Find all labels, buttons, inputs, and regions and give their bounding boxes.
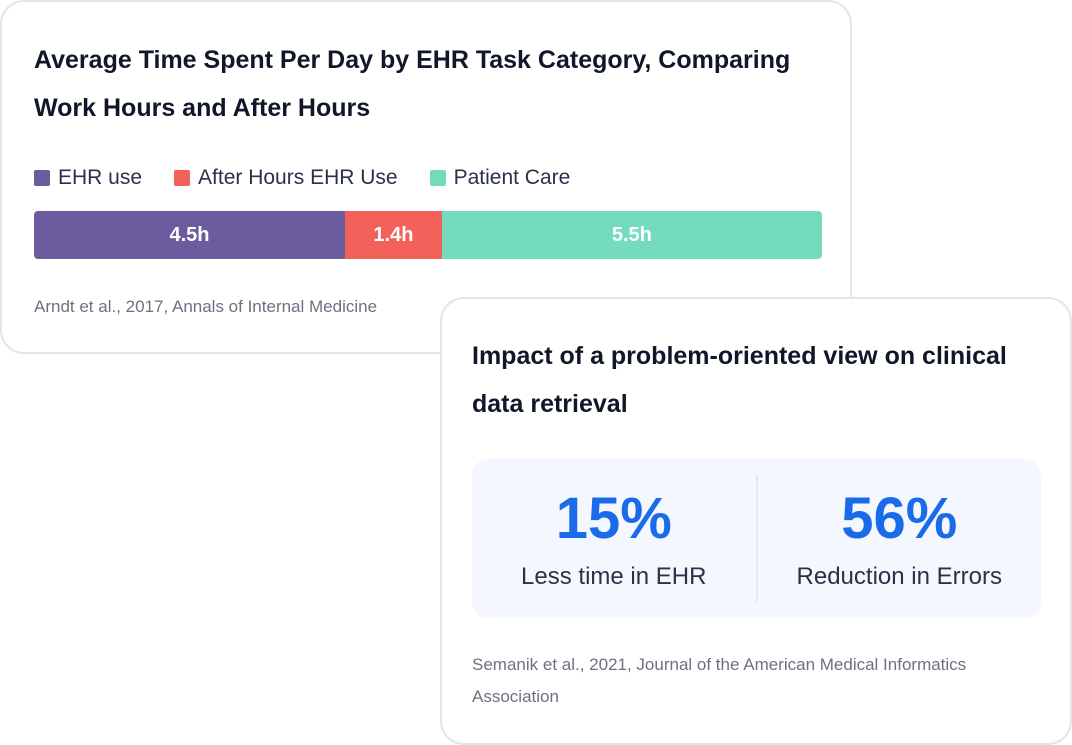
legend-swatch	[174, 170, 191, 186]
data-label: 1.4h	[373, 223, 414, 246]
stat-label: Less time in EHR	[521, 562, 707, 590]
impact-card: Impact of a problem-oriented view on cli…	[440, 297, 1072, 745]
ehr-time-card: Average Time Spent Per Day by EHR Task C…	[0, 0, 852, 354]
chart-legend: EHR use After Hours EHR Use Patient Care	[34, 166, 570, 190]
legend-item: Patient Care	[429, 166, 571, 190]
chart-source: Arndt et al., 2017, Annals of Internal M…	[34, 297, 378, 316]
legend-label: After Hours EHR Use	[198, 166, 398, 189]
data-label: 5.5h	[611, 223, 652, 246]
stats-panel: 15% Less time in EHR 56% Reduction in Er…	[472, 459, 1041, 618]
stat-label: Reduction in Errors	[796, 562, 1002, 590]
stat-divider	[755, 475, 758, 602]
stat-value: 56%	[841, 485, 958, 551]
chart-title: Average Time Spent Per Day by EHR Task C…	[34, 46, 791, 122]
legend-swatch	[34, 170, 50, 186]
data-label: 4.5h	[169, 223, 210, 246]
bar-segment: 1.4h	[345, 211, 442, 259]
impact-title: Impact of a problem-oriented view on cli…	[472, 342, 1007, 418]
bar-segment: 4.5h	[34, 211, 346, 259]
legend-swatch	[429, 170, 446, 186]
legend-label: Patient Care	[453, 166, 571, 189]
stat-error-reduction: 56% Reduction in Errors	[758, 459, 1042, 618]
legend-label: EHR use	[58, 166, 143, 189]
stat-less-time: 15% Less time in EHR	[472, 459, 756, 618]
stacked-bar: 4.5h 1.4h 5.5h	[34, 211, 822, 259]
legend-item: EHR use	[34, 166, 142, 190]
impact-source: Semanik et al., 2021, Journal of the Ame…	[472, 655, 967, 706]
legend-item: After Hours EHR Use	[174, 166, 398, 190]
stat-value: 15%	[555, 485, 672, 551]
bar-segment: 5.5h	[441, 211, 822, 259]
